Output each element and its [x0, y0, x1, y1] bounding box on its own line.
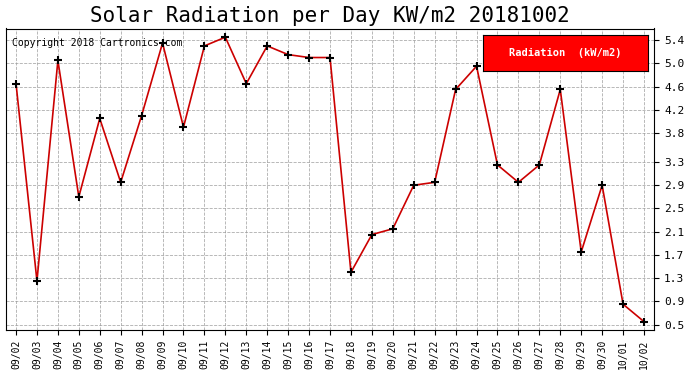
Title: Solar Radiation per Day KW/m2 20181002: Solar Radiation per Day KW/m2 20181002: [90, 6, 570, 26]
Text: Copyright 2018 Cartronics.com: Copyright 2018 Cartronics.com: [12, 38, 182, 48]
